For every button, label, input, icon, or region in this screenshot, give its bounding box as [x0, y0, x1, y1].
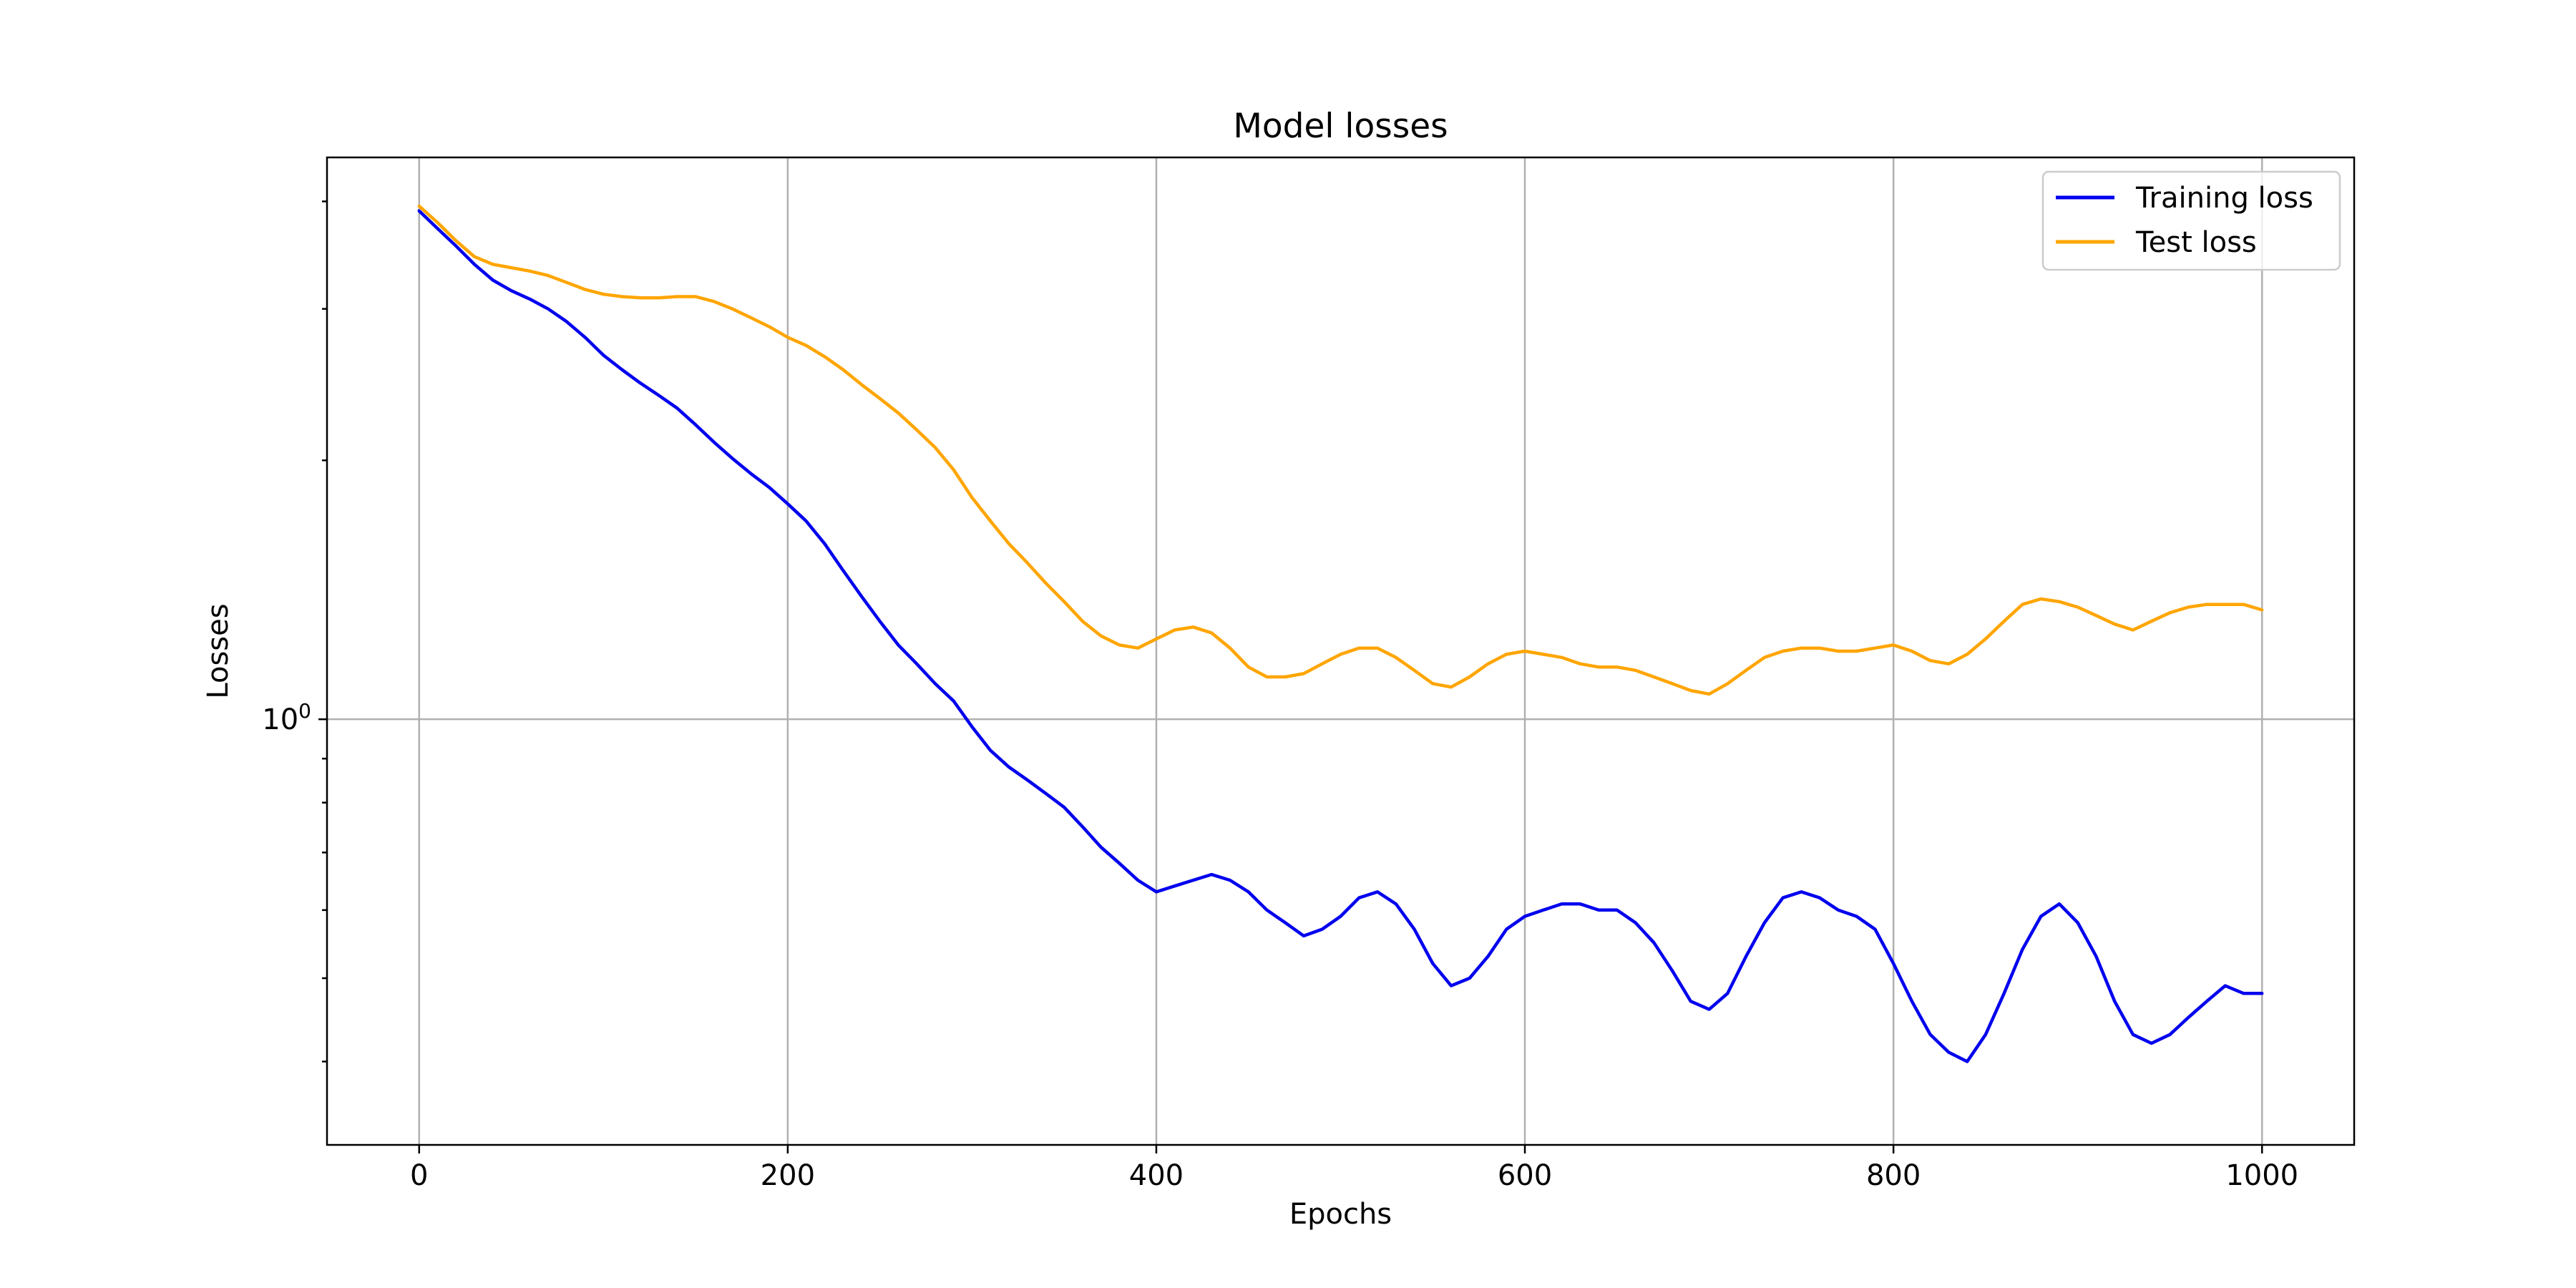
x-tick-label: 600 — [1498, 1159, 1552, 1192]
y-axis-label: Losses — [202, 603, 235, 698]
x-tick-label: 400 — [1129, 1159, 1184, 1192]
legend: Training loss Test loss — [2041, 170, 2341, 271]
y-axis-ticks: 100 — [262, 200, 327, 1063]
x-axis-ticks: 0 200 400 600 800 1000 — [410, 1145, 2298, 1192]
plot-frame — [326, 156, 2356, 1146]
legend-label-test-loss: Test loss — [2135, 226, 2257, 259]
x-axis-label: Epochs — [1289, 1198, 1392, 1231]
legend-box — [2041, 170, 2341, 271]
y-tick-label: 100 — [262, 699, 311, 736]
series-line-training-loss — [417, 209, 2264, 1063]
series-lines — [417, 204, 2264, 1063]
grid-lines — [327, 157, 2354, 1145]
chart-title: Model losses — [1233, 107, 1448, 146]
series-line-test-loss — [417, 204, 2264, 696]
legend-label-training-loss: Training loss — [2135, 182, 2313, 215]
x-tick-label: 200 — [761, 1159, 815, 1192]
x-tick-label: 0 — [410, 1159, 428, 1192]
x-tick-label: 800 — [1866, 1159, 1921, 1192]
x-tick-label: 1000 — [2225, 1159, 2298, 1192]
